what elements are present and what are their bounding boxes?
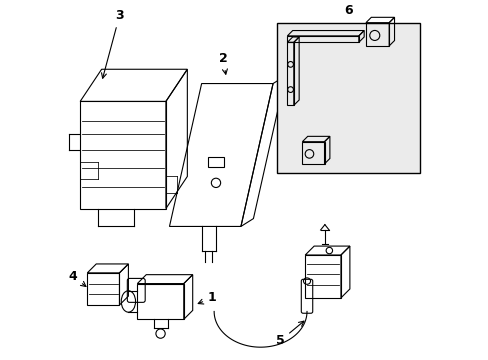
- Bar: [302, 142, 324, 164]
- Bar: [276, 23, 419, 173]
- Bar: [208, 157, 224, 167]
- Text: 6: 6: [343, 4, 352, 17]
- Bar: [87, 273, 119, 305]
- Text: 4: 4: [68, 270, 86, 287]
- Text: 1: 1: [198, 291, 216, 305]
- Bar: [287, 42, 293, 105]
- Bar: [137, 284, 183, 319]
- Bar: [305, 255, 340, 298]
- Bar: [365, 23, 388, 46]
- Text: 2: 2: [218, 52, 227, 74]
- Bar: [287, 36, 358, 42]
- Text: 3: 3: [102, 9, 123, 78]
- Text: 5: 5: [275, 321, 304, 347]
